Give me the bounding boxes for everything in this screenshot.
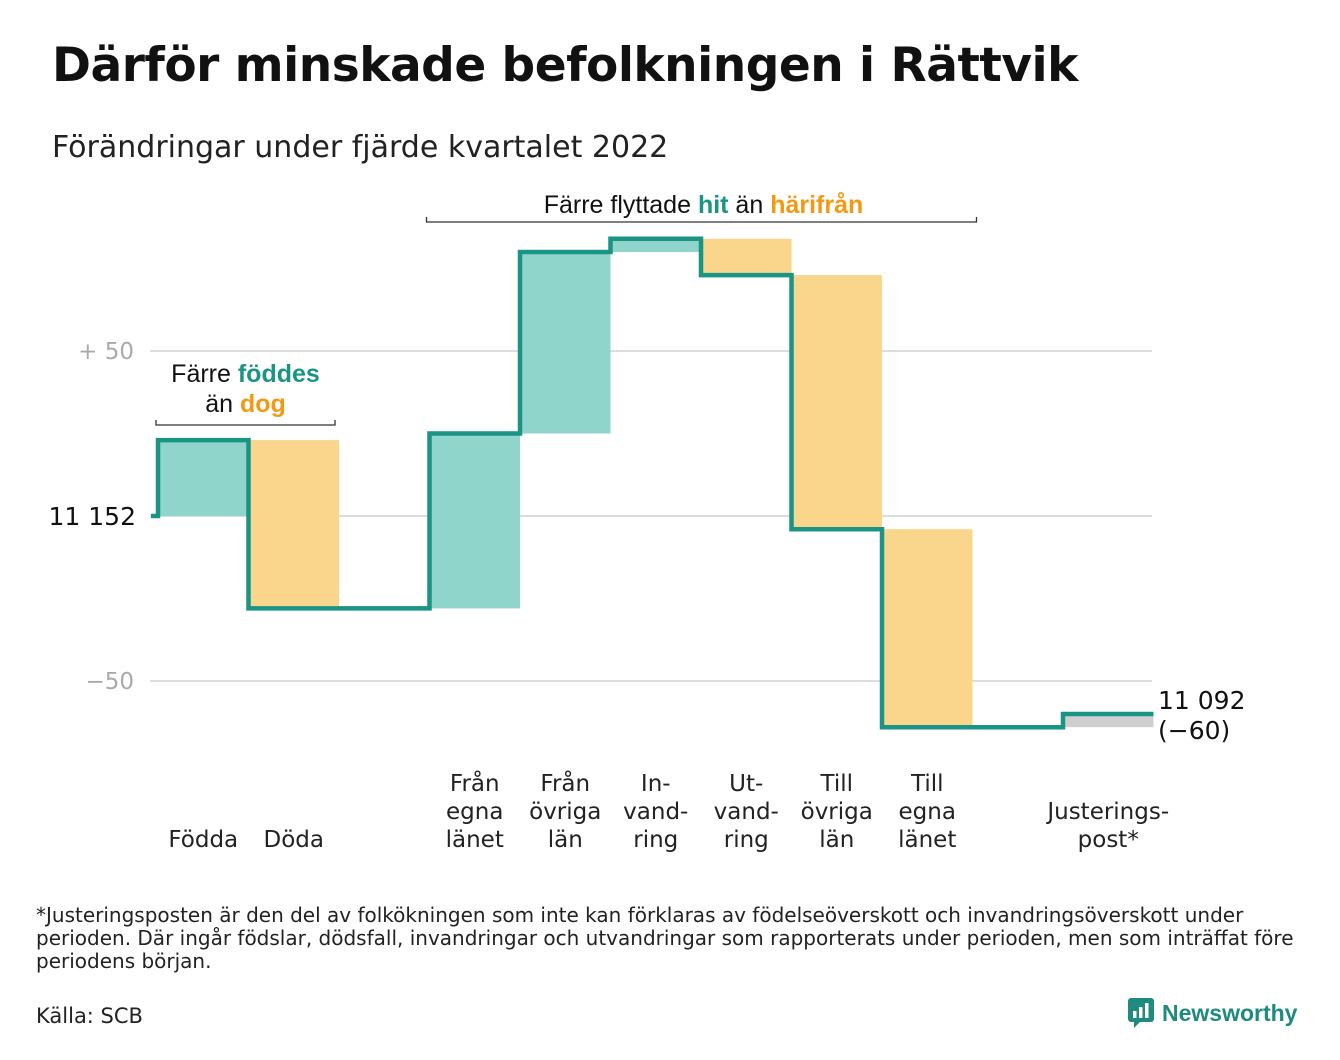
annotation-text: än dog xyxy=(205,390,286,418)
waterfall-bar xyxy=(701,238,792,276)
waterfall-bar xyxy=(610,238,701,252)
end-change-label: (−60) xyxy=(1158,716,1230,745)
category-label: Till xyxy=(910,771,944,797)
waterfall-bar xyxy=(1063,714,1154,728)
category-label: Till xyxy=(819,771,853,797)
category-label: vand- xyxy=(623,799,688,825)
category-label: vand- xyxy=(714,799,779,825)
population-step-line xyxy=(151,236,1154,730)
annotation-bracket xyxy=(155,420,336,426)
category-label: Från xyxy=(450,769,500,797)
category-label: övriga xyxy=(801,799,873,825)
y-tick-label: + 50 xyxy=(78,339,134,365)
waterfall-bar xyxy=(158,440,249,516)
category-label: länet xyxy=(446,827,504,853)
waterfall-bar xyxy=(791,275,882,530)
category-label: Födda xyxy=(168,827,238,853)
annotation-text: Färre föddes xyxy=(171,360,320,388)
waterfall-chart: + 50 −50 11 152 11 092(−60) Färre föddesän … xyxy=(49,191,1246,853)
category-label: post* xyxy=(1078,827,1139,853)
category-label: länet xyxy=(898,827,956,853)
category-label: län xyxy=(548,827,583,853)
waterfall-bar xyxy=(520,252,611,434)
category-label: ring xyxy=(724,827,769,853)
chart-title: Därför minskade befolkningen i Rättvik xyxy=(52,38,1078,93)
source-note: Källa: SCB xyxy=(36,1004,143,1028)
category-label: län xyxy=(819,827,854,853)
category-label: ring xyxy=(633,827,678,853)
chart-subtitle: Förändringar under fjärde kvartalet 2022 xyxy=(52,130,669,165)
start-value-label: 11 152 xyxy=(49,502,136,531)
bar-chart-speech-icon xyxy=(1128,998,1154,1028)
category-label: In- xyxy=(641,771,671,797)
annotation-bracket xyxy=(425,217,978,223)
waterfall-bar xyxy=(429,433,520,609)
annotation-text: Färre flyttade hit än härifrån xyxy=(544,191,864,219)
y-tick-label: −50 xyxy=(85,669,134,695)
category-label: Ut- xyxy=(729,771,763,797)
category-label: övriga xyxy=(529,799,601,825)
brand-logo: Newsworthy xyxy=(1128,998,1297,1028)
footnote: *Justeringsposten är den del av folkökni… xyxy=(36,903,1294,973)
waterfall-bar xyxy=(882,529,973,728)
category-label: egna xyxy=(899,799,956,825)
category-label: Från xyxy=(540,769,590,797)
brand-name: Newsworthy xyxy=(1162,999,1298,1026)
end-value-label: 11 092 xyxy=(1158,686,1245,715)
category-label: Döda xyxy=(264,827,324,853)
category-label: Justerings- xyxy=(1045,799,1169,825)
waterfall-bar xyxy=(248,440,339,609)
category-label: egna xyxy=(446,799,503,825)
